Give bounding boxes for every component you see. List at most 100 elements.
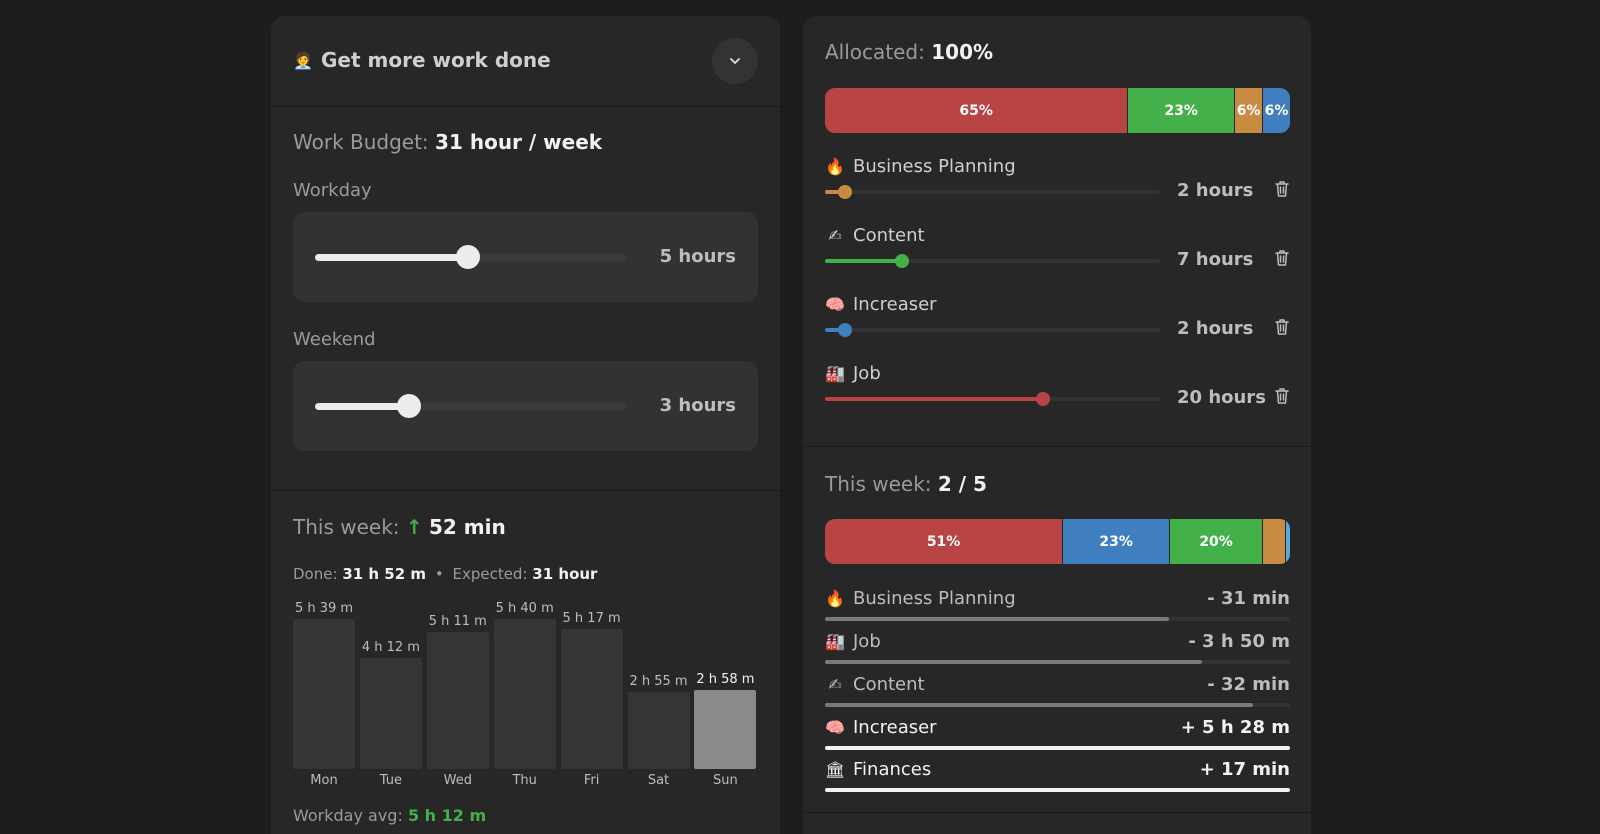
workday-value: 5 hours <box>659 246 736 267</box>
allocated-summary: Allocated: 100% <box>825 40 993 64</box>
category-row: 🧠 Increaser 2 hours <box>825 294 1290 339</box>
week-category-icon: 🧠 <box>825 718 845 737</box>
week-segment-1: 51% <box>825 519 1063 564</box>
category-icon: ✍ <box>828 226 842 245</box>
week-category-row: 🔥 Business Planning - 31 min <box>825 588 1290 622</box>
category-hours: 20 hours <box>1177 387 1266 408</box>
category-label: Business Planning <box>853 156 1016 177</box>
week-category-progress-fill <box>825 703 1253 707</box>
work-budget-value: 31 hour / week <box>435 130 603 154</box>
category-slider[interactable] <box>825 323 1160 337</box>
week-category-icon: 🏭 <box>825 632 845 651</box>
done-expected-line: Done: 31 h 52 m • Expected: 31 hour <box>293 565 597 583</box>
week-category-diff: + 5 h 28 m <box>1180 717 1290 738</box>
week-category-row: 🏭 Job - 3 h 50 m <box>825 631 1290 665</box>
week-category-icon: ✍ <box>828 675 842 694</box>
allocated-value: 100% <box>931 40 994 64</box>
allocation-segment-3: 6% <box>1234 88 1263 133</box>
category-row: ✍ Content 7 hours <box>825 225 1290 270</box>
week-category-diff: + 17 min <box>1199 759 1290 780</box>
this-week-right-label: This week: <box>825 472 932 496</box>
this-week-value: 52 min <box>429 515 506 539</box>
category-row: 🏭 Job 20 hours <box>825 363 1290 408</box>
week-segment-3: 20% <box>1169 519 1263 564</box>
this-week-right-value: 2 / 5 <box>937 472 987 496</box>
category-slider[interactable] <box>825 392 1160 406</box>
workday-slider[interactable] <box>315 245 627 269</box>
trash-icon[interactable] <box>1274 387 1290 405</box>
bar-wed <box>426 631 489 769</box>
allocation-stacked-bar: 65% 23% 6% 6% <box>825 88 1290 133</box>
bar-value-label: 2 h 55 m <box>629 673 688 689</box>
workday-avg: Workday avg: 5 h 12 m <box>293 806 486 825</box>
bar-sat <box>627 691 690 769</box>
week-segment-4 <box>1262 519 1286 564</box>
allocated-label: Allocated: <box>825 40 925 64</box>
bar-value-label: 5 h 17 m <box>562 611 621 627</box>
workday-slider-handle[interactable] <box>455 245 480 269</box>
week-category-progress-fill <box>825 660 1202 664</box>
bar-value-label: 5 h 39 m <box>294 601 354 617</box>
day-label-sun: Sun <box>713 773 738 788</box>
allocation-segment-2: 23% <box>1127 88 1235 133</box>
week-category-progress-fill <box>825 617 1170 621</box>
done-label: Done: <box>293 565 338 583</box>
category-slider-handle[interactable] <box>1035 392 1050 406</box>
week-category-progress <box>825 660 1290 664</box>
category-label: Content <box>853 225 925 246</box>
category-slider-handle[interactable] <box>838 323 853 337</box>
category-slider-fill <box>825 190 846 194</box>
expected-label: Expected: <box>452 565 528 583</box>
category-slider-handle[interactable] <box>838 185 853 199</box>
this-week-label: This week: <box>293 515 400 539</box>
weekend-label: Weekend <box>293 329 376 350</box>
week-category-progress-fill <box>825 788 1290 792</box>
weekend-slider-fill <box>315 403 409 410</box>
week-category-progress <box>825 746 1290 750</box>
day-label-tue: Tue <box>379 773 402 788</box>
category-row: 🔥 Business Planning 2 hours <box>825 156 1290 201</box>
category-name: 🧠 Increaser <box>825 294 1290 315</box>
bar-mon <box>293 619 355 769</box>
workday-label: Workday <box>293 180 372 201</box>
weekend-slider-box: 3 hours <box>293 361 758 451</box>
category-icon: 🔥 <box>825 157 845 176</box>
category-slider-fill <box>825 259 903 263</box>
week-bar-chart: 5 h 39 m 4 h 12 m 5 h 11 m 5 h 40 m 5 h 17 m… <box>293 599 758 769</box>
category-label: Job <box>853 363 881 384</box>
week-category-label: Finances <box>853 759 932 780</box>
week-category-row: 🧠 Increaser + 5 h 28 m <box>825 717 1290 751</box>
day-label-sat: Sat <box>647 773 670 788</box>
weekend-slider-handle[interactable] <box>396 394 421 418</box>
trash-icon[interactable] <box>1274 249 1290 267</box>
allocation-segment-4: 6% <box>1262 88 1290 133</box>
trash-icon[interactable] <box>1274 180 1290 198</box>
trash-icon[interactable] <box>1274 318 1290 336</box>
work-budget: Work Budget: 31 hour / week <box>293 130 602 154</box>
goal-header: 🧑‍💼 Get more work done <box>293 48 551 72</box>
week-category-name: 🏛 Finances <box>825 759 931 780</box>
week-category-progress <box>825 788 1290 792</box>
workday-avg-value: 5 h 12 m <box>407 806 487 825</box>
week-category-label: Job <box>853 631 881 652</box>
week-category-icon: 🏛 <box>825 760 846 779</box>
week-category-label: Content <box>853 674 925 695</box>
category-slider-handle[interactable] <box>895 254 910 268</box>
week-category-label: Business Planning <box>853 588 1016 609</box>
collapse-button[interactable] <box>712 38 758 84</box>
expected-value: 31 hour <box>532 565 598 583</box>
category-slider[interactable] <box>825 185 1160 199</box>
category-name: 🏭 Job <box>825 363 1290 384</box>
week-segment-2: 23% <box>1062 519 1170 564</box>
bar-value-label: 2 h 58 m <box>696 672 755 688</box>
chevron-down-icon <box>730 58 740 64</box>
weekend-slider[interactable] <box>315 394 627 418</box>
day-label-mon: Mon <box>310 773 338 788</box>
workday-slider-fill <box>315 254 468 261</box>
category-name: ✍ Content <box>825 225 1290 246</box>
day-label-fri: Fri <box>583 773 600 788</box>
category-slider[interactable] <box>825 254 1160 268</box>
week-segment-5 <box>1285 519 1290 564</box>
done-value: 31 h 52 m <box>342 565 427 583</box>
category-icon: 🏭 <box>825 364 845 383</box>
